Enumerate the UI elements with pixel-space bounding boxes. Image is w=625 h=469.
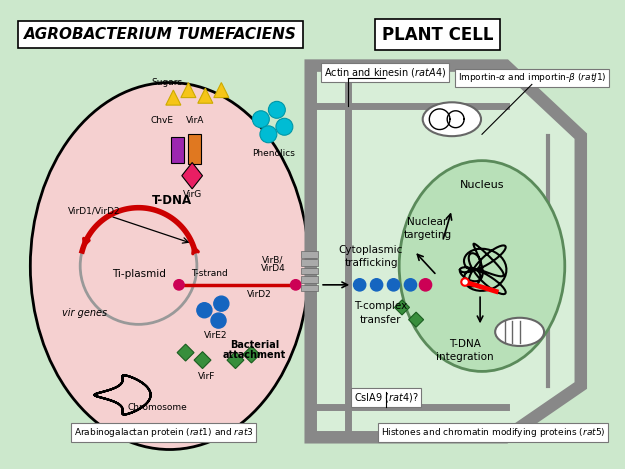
Text: VirD4: VirD4 — [261, 265, 286, 273]
Text: VirD1/VirD2: VirD1/VirD2 — [68, 207, 121, 216]
Circle shape — [214, 296, 229, 311]
Bar — [301, 285, 318, 291]
Bar — [301, 276, 318, 283]
Text: Bacterial: Bacterial — [229, 340, 279, 350]
Text: T-DNA
integration: T-DNA integration — [436, 339, 494, 363]
Circle shape — [404, 279, 417, 291]
Text: Ti-plasmid: Ti-plasmid — [112, 269, 166, 279]
Bar — [301, 268, 318, 274]
Circle shape — [276, 118, 293, 135]
Circle shape — [388, 279, 399, 291]
Circle shape — [260, 126, 277, 143]
Circle shape — [354, 279, 366, 291]
Polygon shape — [198, 88, 213, 103]
Text: CsIA9 ($\it{rat4}$)?: CsIA9 ($\it{rat4}$)? — [354, 391, 418, 404]
Polygon shape — [181, 83, 196, 98]
Text: VirB/: VirB/ — [262, 256, 284, 265]
Bar — [171, 137, 184, 163]
Text: VirG: VirG — [182, 190, 202, 199]
Circle shape — [211, 313, 226, 328]
Ellipse shape — [399, 161, 565, 371]
Circle shape — [253, 111, 269, 128]
Circle shape — [291, 280, 301, 290]
Circle shape — [419, 279, 432, 291]
Polygon shape — [166, 90, 181, 105]
Text: AGROBACTERIUM TUMEFACIENS: AGROBACTERIUM TUMEFACIENS — [24, 27, 297, 42]
Text: Nucleus: Nucleus — [460, 180, 504, 190]
Text: VirF: VirF — [198, 371, 215, 381]
Text: Histones and chromatin modifying proteins ($\it{rat5}$): Histones and chromatin modifying protein… — [381, 426, 606, 439]
Ellipse shape — [495, 318, 544, 346]
Ellipse shape — [422, 102, 481, 136]
Circle shape — [174, 280, 184, 290]
Polygon shape — [194, 352, 211, 369]
Text: Chromosome: Chromosome — [127, 403, 188, 412]
Circle shape — [461, 278, 469, 286]
Polygon shape — [394, 300, 409, 315]
Text: Phenolics: Phenolics — [252, 149, 294, 158]
Text: T-complex
transfer: T-complex transfer — [354, 302, 407, 325]
Bar — [301, 259, 318, 266]
Circle shape — [197, 303, 212, 318]
Text: Actin and kinesin ($\it{ratA4}$): Actin and kinesin ($\it{ratA4}$) — [324, 66, 446, 79]
Polygon shape — [182, 163, 203, 189]
Text: T-strand: T-strand — [191, 269, 228, 278]
Polygon shape — [177, 344, 194, 361]
Bar — [301, 251, 318, 257]
Text: T-DNA: T-DNA — [151, 194, 191, 207]
Polygon shape — [243, 346, 260, 363]
Text: Sugars: Sugars — [151, 78, 182, 87]
Polygon shape — [409, 312, 424, 327]
Text: Cytoplasmic
trafficking: Cytoplasmic trafficking — [339, 245, 403, 268]
Bar — [188, 134, 201, 165]
Text: Nuclear
targeting: Nuclear targeting — [403, 217, 451, 240]
Circle shape — [371, 279, 382, 291]
Polygon shape — [227, 352, 244, 369]
Text: Importin-$\alpha$ and importin-$\beta$ ($\it{rat J1}$): Importin-$\alpha$ and importin-$\beta$ (… — [458, 71, 606, 84]
Polygon shape — [311, 66, 581, 437]
Polygon shape — [214, 83, 229, 98]
Text: Arabinogalactan protein ($\it{rat1}$) and $\it{rat3}$: Arabinogalactan protein ($\it{rat1}$) an… — [74, 426, 254, 439]
Text: VirA: VirA — [186, 116, 204, 125]
Text: vir genes: vir genes — [62, 308, 107, 318]
Text: attachment: attachment — [222, 350, 286, 360]
Ellipse shape — [31, 83, 309, 449]
Text: PLANT CELL: PLANT CELL — [382, 25, 494, 44]
Text: VirD2: VirD2 — [247, 290, 271, 299]
Text: VirE2: VirE2 — [204, 331, 228, 340]
Text: ChvE: ChvE — [151, 116, 174, 125]
Circle shape — [268, 101, 286, 118]
